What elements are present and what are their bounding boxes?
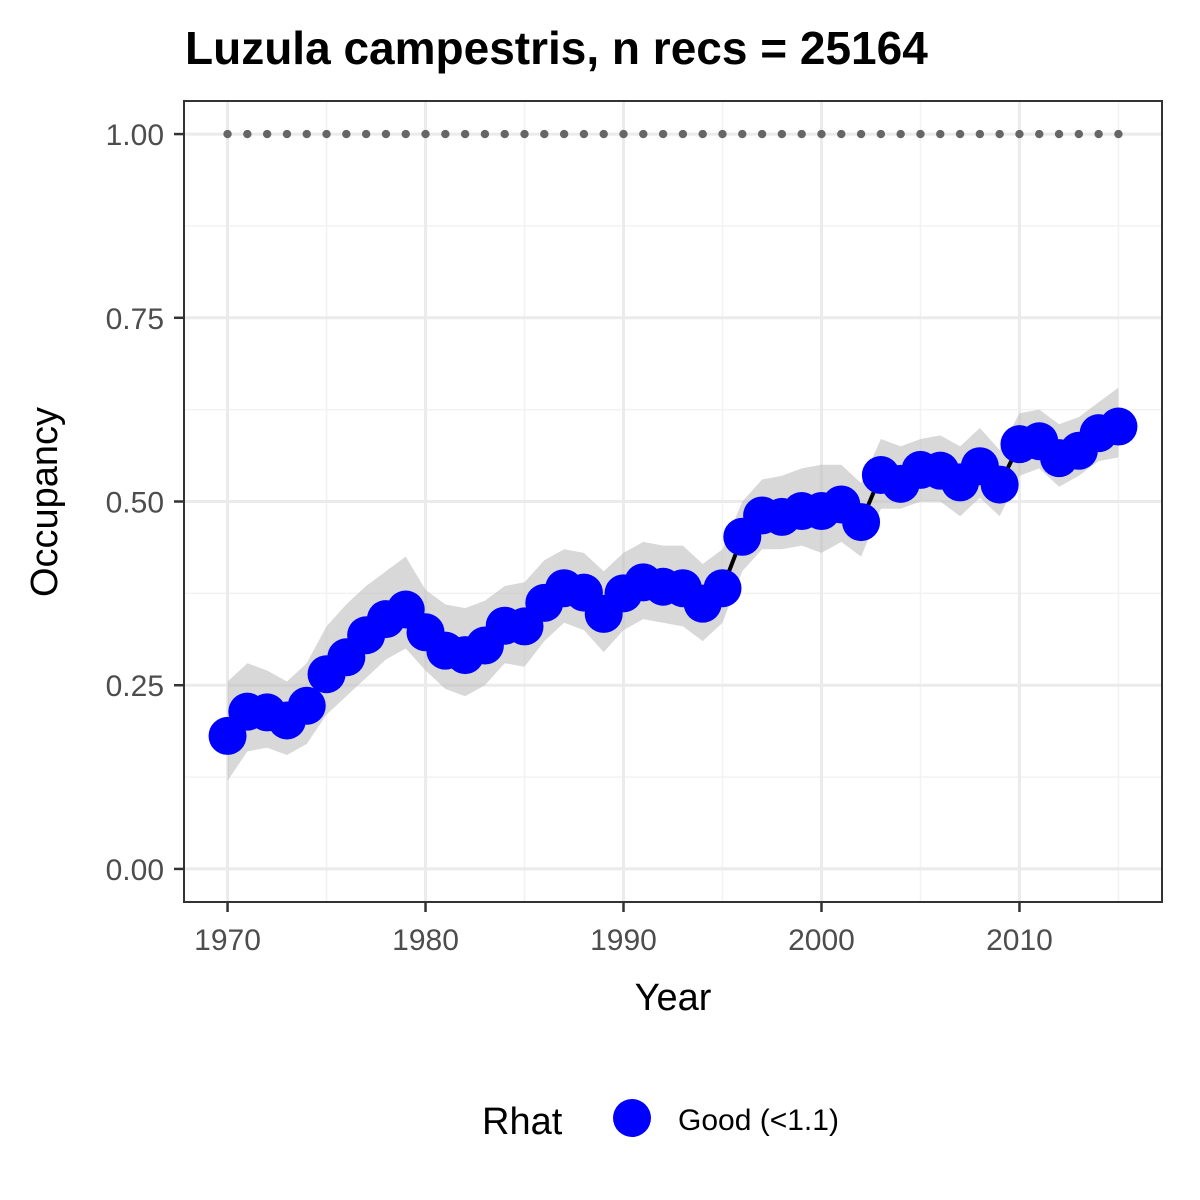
reference-dot (322, 129, 331, 139)
reference-dot (243, 129, 252, 139)
x-axis: 1970 1980 1990 2000 2010 (194, 902, 1053, 957)
reference-dot (342, 129, 351, 139)
reference-dot (639, 129, 648, 139)
reference-dot (896, 129, 905, 139)
reference-dot (916, 129, 925, 139)
reference-dot (698, 129, 707, 139)
x-tick-label: 1980 (392, 924, 459, 957)
data-point-1995 (703, 569, 742, 608)
reference-dot (975, 129, 985, 139)
x-tick-label: 1990 (590, 924, 657, 957)
y-tick-label: 1.00 (106, 119, 164, 152)
x-tick-label: 2010 (986, 924, 1053, 957)
reference-dot (401, 129, 410, 139)
reference-dot (262, 129, 272, 139)
reference-dot (223, 129, 232, 139)
y-tick-label: 0.75 (106, 303, 164, 336)
reference-dot (1094, 129, 1103, 139)
reference-dot (540, 129, 549, 139)
legend-title: Rhat (482, 1101, 563, 1143)
reference-dot (619, 129, 628, 139)
reference-dot (302, 129, 311, 139)
reference-dot (1054, 129, 1064, 139)
reference-dot (678, 129, 688, 139)
reference-dot (658, 129, 668, 139)
data-point-1974 (287, 686, 326, 725)
chart-title: Luzula campestris, n recs = 25164 (185, 22, 928, 74)
y-tick-label: 0.25 (106, 670, 164, 703)
reference-dot (1015, 129, 1024, 139)
reference-dot (995, 129, 1004, 139)
reference-dot (421, 129, 430, 139)
data-point-2009 (980, 465, 1019, 504)
y-axis: 0.00 0.25 0.50 0.75 1.00 (106, 119, 184, 887)
data-point-2015 (1099, 407, 1138, 446)
reference-dot (480, 129, 490, 139)
x-axis-label: Year (635, 977, 712, 1019)
x-tick-label: 1970 (194, 924, 261, 957)
reference-dot (955, 129, 965, 139)
legend: Rhat Good (<1.1) (482, 1099, 839, 1143)
reference-dot (520, 129, 529, 139)
reference-line (223, 129, 1123, 139)
reference-dot (500, 129, 509, 139)
reference-dot (361, 129, 371, 139)
reference-dot (718, 129, 727, 139)
reference-dot (777, 129, 787, 139)
x-tick-label: 2000 (788, 924, 855, 957)
reference-dot (579, 129, 589, 139)
y-axis-label: Occupancy (24, 407, 66, 597)
reference-dot (441, 129, 450, 139)
reference-dot (1114, 129, 1123, 139)
reference-dot (460, 129, 470, 139)
data-points (208, 407, 1138, 755)
y-tick-label: 0.50 (106, 487, 164, 520)
reference-dot (856, 129, 866, 139)
reference-dot (876, 129, 886, 139)
reference-dot (936, 129, 945, 139)
reference-dot (559, 129, 569, 139)
legend-label-good: Good (<1.1) (678, 1104, 839, 1137)
reference-dot (282, 129, 292, 139)
data-point-2002 (842, 503, 881, 542)
reference-dot (817, 129, 826, 139)
reference-dot (599, 129, 608, 139)
reference-dot (738, 129, 747, 139)
reference-dot (837, 129, 846, 139)
reference-dot (381, 129, 391, 139)
reference-dot (1035, 129, 1044, 139)
y-tick-label: 0.00 (106, 854, 164, 887)
legend-key-good-marker (613, 1099, 651, 1137)
reference-dot (797, 129, 806, 139)
reference-dot (757, 129, 767, 139)
reference-dot (1074, 129, 1084, 139)
